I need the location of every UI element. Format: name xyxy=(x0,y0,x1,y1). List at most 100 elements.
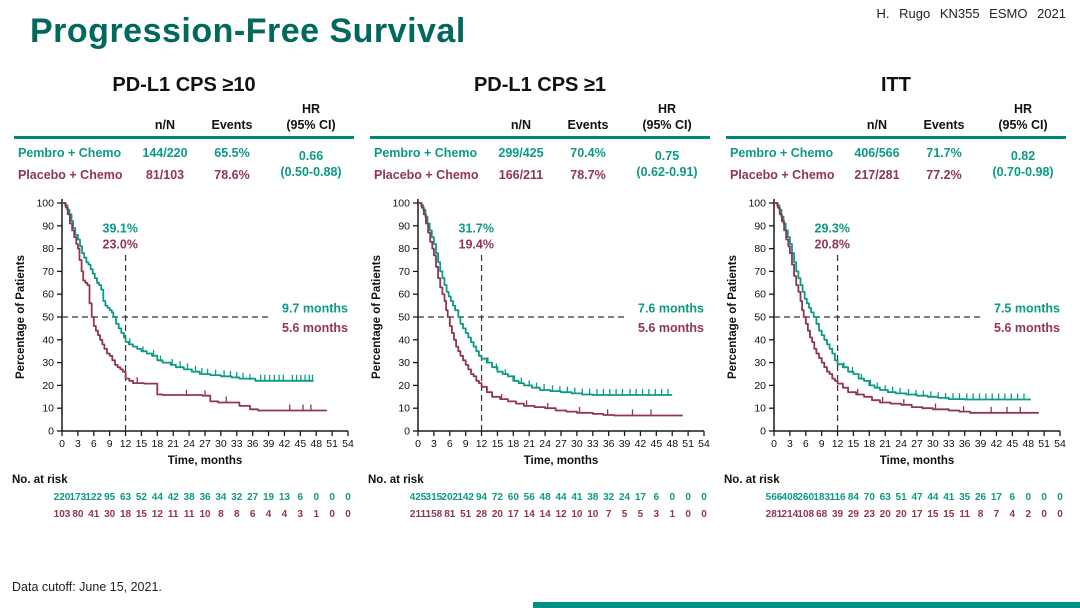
column-header-hr: HR (95% CI) xyxy=(268,102,354,136)
hr-header-line1: HR xyxy=(657,102,677,116)
column-header-events: Events xyxy=(211,117,253,132)
placebo-events: 77.2% xyxy=(926,167,962,182)
svg-text:15: 15 xyxy=(492,438,504,450)
svg-text:33: 33 xyxy=(943,438,955,450)
svg-text:0: 0 xyxy=(1041,492,1047,503)
svg-text:60: 60 xyxy=(508,492,520,503)
hr-value: 0.66 xyxy=(298,149,324,164)
svg-text:9.7 months: 9.7 months xyxy=(282,301,348,315)
svg-text:52: 52 xyxy=(136,492,148,503)
panel-itt: ITT n/N Events HR (95% CI) Pembro + Chem… xyxy=(718,74,1074,527)
table-rule xyxy=(14,136,354,140)
svg-text:42: 42 xyxy=(279,438,291,450)
svg-text:17: 17 xyxy=(508,509,520,520)
hr-ci: (0.70-0.98) xyxy=(992,164,1054,179)
svg-text:158: 158 xyxy=(426,509,443,520)
pembro-nN: 299/425 xyxy=(498,146,544,161)
svg-text:42: 42 xyxy=(168,492,180,503)
svg-text:10: 10 xyxy=(199,509,211,520)
svg-text:15: 15 xyxy=(136,509,148,520)
svg-text:Time, months: Time, months xyxy=(168,455,243,467)
svg-text:51: 51 xyxy=(896,492,908,503)
panels-row: PD-L1 CPS ≥10 n/N Events HR (95% CI) Pem… xyxy=(6,74,1074,527)
svg-text:31.7%: 31.7% xyxy=(459,221,494,235)
data-cutoff-note: Data cutoff: June 15, 2021. xyxy=(12,580,162,594)
svg-text:23: 23 xyxy=(864,509,876,520)
svg-text:11: 11 xyxy=(184,509,195,520)
svg-text:20: 20 xyxy=(42,379,54,391)
svg-text:2: 2 xyxy=(1025,509,1031,520)
svg-text:8: 8 xyxy=(218,509,224,520)
svg-text:5.6 months: 5.6 months xyxy=(994,320,1060,334)
svg-text:6: 6 xyxy=(298,492,304,503)
svg-text:18: 18 xyxy=(863,438,875,450)
svg-text:12: 12 xyxy=(476,438,488,450)
svg-text:6: 6 xyxy=(91,438,97,450)
svg-text:0: 0 xyxy=(685,509,691,520)
svg-text:20: 20 xyxy=(896,509,908,520)
svg-text:281: 281 xyxy=(766,509,783,520)
svg-text:No. at risk: No. at risk xyxy=(724,474,780,486)
column-header-nN: n/N xyxy=(866,117,888,132)
hr-value-cell: 0.75 (0.62-0.91) xyxy=(624,143,710,186)
svg-text:19: 19 xyxy=(263,492,275,503)
svg-text:35: 35 xyxy=(959,492,971,503)
hr-ci: (0.62-0.91) xyxy=(636,164,698,179)
svg-text:32: 32 xyxy=(231,492,243,503)
svg-text:51: 51 xyxy=(682,438,694,450)
svg-text:48: 48 xyxy=(1022,438,1034,450)
svg-text:30: 30 xyxy=(571,438,583,450)
svg-text:7: 7 xyxy=(606,509,612,520)
arm-label-pembro: Pembro + Chemo xyxy=(374,146,478,161)
svg-text:40: 40 xyxy=(754,334,766,346)
svg-text:30: 30 xyxy=(754,357,766,369)
svg-text:0: 0 xyxy=(313,492,319,503)
svg-text:0: 0 xyxy=(1041,509,1047,520)
svg-text:Percentage of Patients: Percentage of Patients xyxy=(371,255,383,379)
svg-text:6: 6 xyxy=(803,438,809,450)
svg-text:0: 0 xyxy=(415,438,421,450)
svg-text:80: 80 xyxy=(754,243,766,255)
svg-text:33: 33 xyxy=(231,438,243,450)
svg-text:6: 6 xyxy=(1010,492,1016,503)
column-header-hr: HR (95% CI) xyxy=(624,102,710,136)
svg-text:17: 17 xyxy=(635,492,647,503)
svg-text:8: 8 xyxy=(978,509,984,520)
svg-text:7.6 months: 7.6 months xyxy=(638,301,704,315)
svg-text:4: 4 xyxy=(1010,509,1016,520)
hr-ci: (0.50-0.88) xyxy=(280,164,342,179)
svg-text:202: 202 xyxy=(441,492,458,503)
table-rule xyxy=(726,136,1066,140)
panel-cps1: PD-L1 CPS ≥1 n/N Events HR (95% CI) Pemb… xyxy=(362,74,718,527)
svg-text:408: 408 xyxy=(782,492,799,503)
svg-text:38: 38 xyxy=(184,492,196,503)
svg-text:51: 51 xyxy=(460,509,472,520)
svg-text:0: 0 xyxy=(59,438,65,450)
hr-header-line2: (95% CI) xyxy=(998,117,1048,132)
pembro-events: 71.7% xyxy=(926,146,962,161)
svg-text:70: 70 xyxy=(398,265,410,277)
svg-text:54: 54 xyxy=(342,438,354,450)
svg-text:100: 100 xyxy=(36,197,54,209)
svg-text:Percentage of Patients: Percentage of Patients xyxy=(727,255,739,379)
svg-text:60: 60 xyxy=(42,288,54,300)
svg-text:30: 30 xyxy=(927,438,939,450)
svg-text:30: 30 xyxy=(398,357,410,369)
svg-text:42: 42 xyxy=(991,438,1003,450)
svg-text:80: 80 xyxy=(72,509,84,520)
svg-text:30: 30 xyxy=(42,357,54,369)
svg-text:12: 12 xyxy=(832,438,844,450)
svg-text:220: 220 xyxy=(54,492,71,503)
svg-text:5: 5 xyxy=(638,509,644,520)
summary-table-cps10: n/N Events HR (95% CI) Pembro + Chemo 14… xyxy=(14,102,354,187)
svg-text:315: 315 xyxy=(426,492,443,503)
svg-text:9: 9 xyxy=(107,438,113,450)
svg-text:7.5 months: 7.5 months xyxy=(994,301,1060,315)
svg-text:48: 48 xyxy=(310,438,322,450)
svg-text:21: 21 xyxy=(167,438,179,450)
svg-text:42: 42 xyxy=(635,438,647,450)
arm-label-placebo: Placebo + Chemo xyxy=(18,167,123,182)
column-header-events: Events xyxy=(567,117,609,132)
